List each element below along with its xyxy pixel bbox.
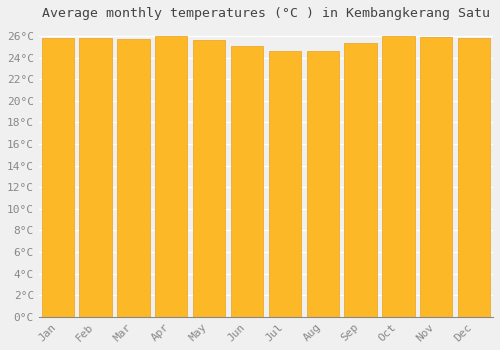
Bar: [344, 43, 376, 317]
Title: Average monthly temperatures (°C ) in Kembangkerang Satu: Average monthly temperatures (°C ) in Ke…: [42, 7, 490, 20]
Bar: [382, 36, 414, 317]
Bar: [269, 51, 301, 317]
Bar: [42, 38, 74, 317]
Bar: [80, 38, 112, 317]
Bar: [231, 46, 263, 317]
Bar: [118, 39, 150, 317]
Bar: [306, 51, 339, 317]
Bar: [420, 37, 452, 317]
Bar: [155, 36, 188, 317]
Bar: [193, 40, 225, 317]
Bar: [458, 38, 490, 317]
